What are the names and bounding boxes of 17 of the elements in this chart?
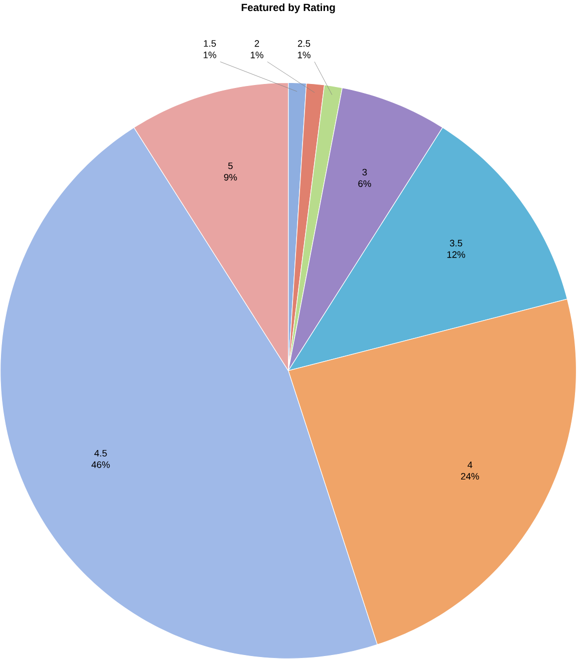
data-label: 6% [358, 180, 372, 187]
slice-label: 2.5 [298, 40, 310, 47]
slice-label: 1.5 [204, 40, 216, 47]
data-label: 9% [224, 174, 238, 181]
slice-label: 2 [254, 40, 260, 47]
data-label: 1% [204, 52, 216, 58]
chart-title: Featured by Rating [242, 3, 336, 14]
data-label: 12% [448, 251, 466, 258]
slice-label: 4 [468, 462, 473, 468]
slice-label: 4.5 [94, 450, 108, 457]
data-label: 46% [92, 461, 110, 468]
slice-label: 5 [228, 162, 233, 170]
data-label: 1% [298, 52, 311, 58]
data-label: 1% [251, 52, 264, 58]
data-label: 24% [461, 472, 480, 480]
slice-label: 3 [362, 168, 368, 176]
slice-label: 3.5 [450, 240, 462, 246]
